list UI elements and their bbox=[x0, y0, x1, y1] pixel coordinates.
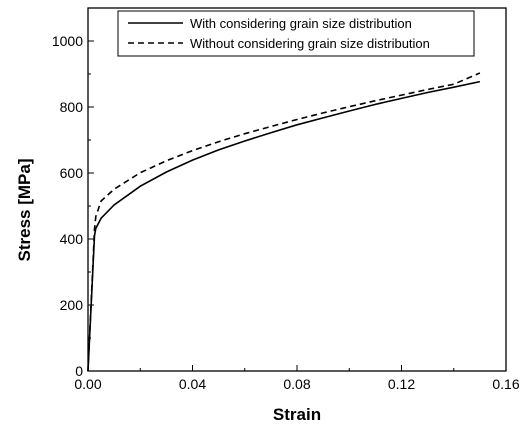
y-tick-label: 400 bbox=[60, 231, 84, 247]
y-tick-label: 1000 bbox=[52, 33, 83, 49]
x-tick-label: 0.04 bbox=[179, 376, 206, 392]
y-axis-ticks: 0 200 400 600 800 1000 bbox=[52, 7, 94, 379]
x-tick-label: 0.12 bbox=[388, 376, 415, 392]
plot-frame bbox=[87, 7, 507, 372]
x-axis-ticks: 0.00 0.04 0.08 0.12 0.16 bbox=[74, 365, 520, 392]
y-tick-label: 800 bbox=[60, 99, 84, 115]
x-axis-title: Strain bbox=[273, 405, 321, 424]
plot-area-border bbox=[87, 7, 507, 372]
legend: With considering grain size distribution… bbox=[117, 10, 475, 57]
legend-box bbox=[117, 10, 475, 57]
x-tick-label: 0.16 bbox=[492, 376, 519, 392]
series-layer bbox=[87, 72, 481, 372]
y-tick-label: 600 bbox=[60, 165, 84, 181]
series-line-with-distribution bbox=[87, 80, 481, 372]
y-axis-title: Stress [MPa] bbox=[15, 159, 34, 262]
x-tick-label: 0.08 bbox=[283, 376, 310, 392]
y-tick-label: 0 bbox=[75, 363, 83, 379]
y-tick-label: 200 bbox=[60, 297, 84, 313]
legend-label: With considering grain size distribution bbox=[190, 16, 412, 31]
legend-label: Without considering grain size distribut… bbox=[190, 36, 430, 51]
series-line-without-distribution bbox=[87, 72, 481, 372]
x-tick-label: 0.00 bbox=[74, 376, 101, 392]
